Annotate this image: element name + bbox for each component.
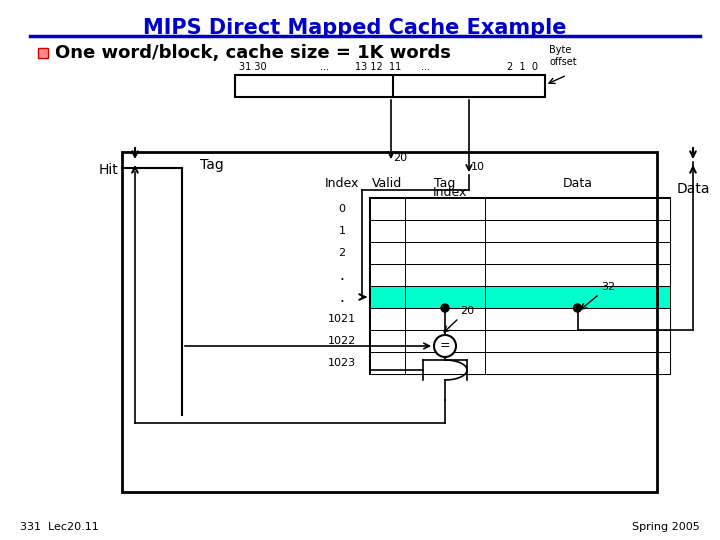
Circle shape bbox=[441, 304, 449, 312]
Circle shape bbox=[434, 335, 456, 357]
Text: 20: 20 bbox=[460, 306, 474, 316]
Text: ...: ... bbox=[320, 62, 329, 72]
Circle shape bbox=[574, 304, 582, 312]
Text: Index: Index bbox=[433, 186, 467, 199]
Bar bbox=[370, 352, 670, 374]
Text: Index: Index bbox=[325, 177, 359, 190]
Text: 2: 2 bbox=[338, 248, 346, 258]
Bar bbox=[370, 330, 670, 352]
Text: 31 30: 31 30 bbox=[239, 62, 266, 72]
Text: Byte
offset: Byte offset bbox=[549, 45, 577, 67]
Text: 32: 32 bbox=[601, 282, 616, 292]
Bar bbox=[370, 220, 670, 242]
Text: Hit: Hit bbox=[98, 163, 118, 177]
Text: =: = bbox=[440, 340, 450, 353]
Text: Spring 2005: Spring 2005 bbox=[632, 522, 700, 532]
Text: 1021: 1021 bbox=[328, 314, 356, 324]
Bar bbox=[370, 198, 670, 220]
Text: .: . bbox=[340, 267, 344, 282]
Text: One word/block, cache size = 1K words: One word/block, cache size = 1K words bbox=[55, 44, 451, 62]
Text: MIPS Direct Mapped Cache Example: MIPS Direct Mapped Cache Example bbox=[143, 18, 567, 38]
Text: 331  Lec20.11: 331 Lec20.11 bbox=[20, 522, 99, 532]
Text: 20: 20 bbox=[393, 153, 407, 163]
Bar bbox=[370, 242, 670, 264]
Bar bbox=[370, 264, 670, 286]
Bar bbox=[122, 152, 657, 492]
Text: Data: Data bbox=[676, 182, 710, 196]
Bar bbox=[370, 286, 670, 308]
Text: 1023: 1023 bbox=[328, 358, 356, 368]
Text: Valid: Valid bbox=[372, 177, 402, 190]
Text: Tag: Tag bbox=[200, 158, 224, 172]
Text: 1022: 1022 bbox=[328, 336, 356, 346]
Bar bbox=[370, 198, 670, 374]
Text: 0: 0 bbox=[338, 204, 346, 214]
Text: 2  1  0: 2 1 0 bbox=[507, 62, 538, 72]
Text: 1: 1 bbox=[338, 226, 346, 236]
Bar bbox=[370, 308, 670, 330]
Text: ...: ... bbox=[421, 62, 430, 72]
Text: 10: 10 bbox=[471, 162, 485, 172]
Bar bbox=[38, 48, 48, 58]
Bar bbox=[235, 75, 545, 97]
Text: Tag: Tag bbox=[434, 177, 456, 190]
Text: .: . bbox=[340, 289, 344, 305]
Text: 13 12  11: 13 12 11 bbox=[355, 62, 401, 72]
Text: Data: Data bbox=[562, 177, 593, 190]
